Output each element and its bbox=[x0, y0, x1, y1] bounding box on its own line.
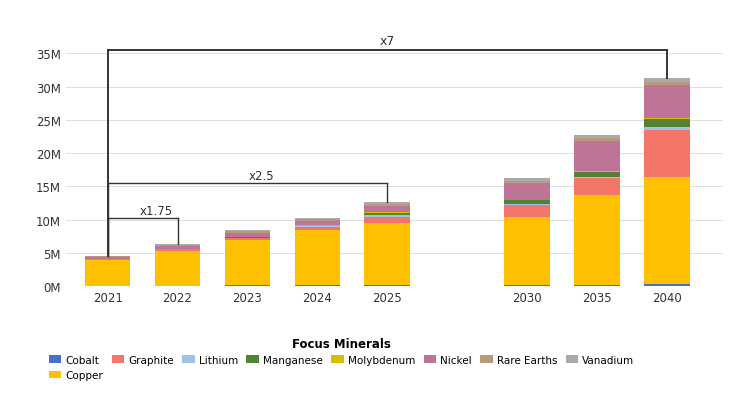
Bar bbox=[295, 226, 340, 227]
Bar bbox=[644, 83, 690, 86]
Text: x7: x7 bbox=[380, 35, 395, 48]
Bar bbox=[575, 172, 620, 178]
Bar bbox=[575, 136, 620, 139]
Bar bbox=[644, 177, 690, 285]
Bar bbox=[504, 285, 550, 286]
Bar bbox=[85, 259, 131, 260]
Bar bbox=[575, 179, 620, 196]
Bar bbox=[295, 219, 340, 220]
Bar bbox=[504, 205, 550, 217]
Bar bbox=[364, 203, 410, 204]
Bar bbox=[364, 285, 410, 286]
Bar bbox=[504, 184, 550, 200]
Bar bbox=[575, 196, 620, 285]
Legend: Cobalt, Copper, Graphite, Lithium, Manganese, Molybdenum, Nickel, Rare Earths, V: Cobalt, Copper, Graphite, Lithium, Manga… bbox=[45, 333, 639, 384]
Bar bbox=[225, 231, 270, 232]
Bar bbox=[225, 238, 270, 240]
Bar bbox=[85, 257, 131, 259]
Bar bbox=[155, 246, 200, 249]
Bar bbox=[295, 285, 340, 286]
Bar bbox=[504, 200, 550, 201]
Bar bbox=[155, 250, 200, 251]
Bar bbox=[575, 178, 620, 179]
Bar bbox=[644, 285, 690, 286]
Bar bbox=[225, 237, 270, 238]
Bar bbox=[575, 171, 620, 172]
Bar bbox=[504, 217, 550, 285]
Bar bbox=[155, 251, 200, 286]
Bar bbox=[225, 233, 270, 237]
Bar bbox=[575, 139, 620, 142]
Bar bbox=[225, 285, 270, 286]
Bar bbox=[364, 204, 410, 206]
Bar bbox=[295, 220, 340, 221]
Bar bbox=[504, 204, 550, 205]
Bar bbox=[644, 79, 690, 83]
Bar bbox=[225, 240, 270, 285]
Bar bbox=[644, 119, 690, 120]
Bar bbox=[575, 142, 620, 171]
Text: x1.75: x1.75 bbox=[140, 204, 173, 217]
Bar bbox=[364, 217, 410, 224]
Bar bbox=[364, 224, 410, 285]
Bar bbox=[85, 260, 131, 286]
Bar bbox=[575, 285, 620, 286]
Text: x2.5: x2.5 bbox=[249, 169, 274, 182]
Bar bbox=[644, 131, 690, 177]
Bar bbox=[155, 245, 200, 246]
Bar bbox=[504, 179, 550, 181]
Bar bbox=[644, 128, 690, 131]
Bar bbox=[295, 227, 340, 231]
Bar bbox=[364, 213, 410, 215]
Bar bbox=[295, 231, 340, 285]
Bar bbox=[364, 215, 410, 217]
Bar bbox=[295, 221, 340, 226]
Bar bbox=[644, 120, 690, 128]
Bar bbox=[225, 232, 270, 233]
Bar bbox=[504, 201, 550, 204]
Bar bbox=[644, 86, 690, 119]
Bar bbox=[364, 206, 410, 213]
Bar bbox=[504, 181, 550, 184]
